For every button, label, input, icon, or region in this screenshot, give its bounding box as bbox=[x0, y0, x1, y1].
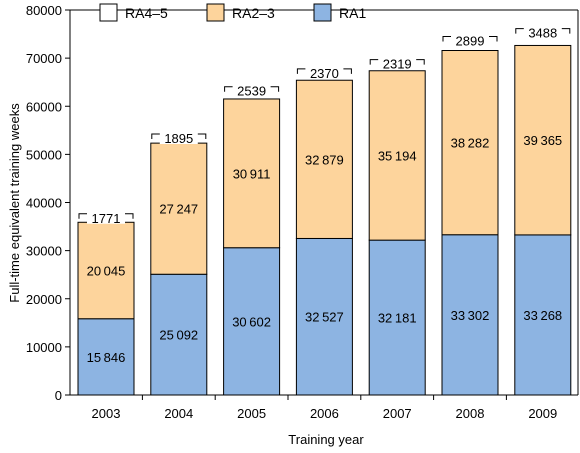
bar-value-label: 30 602 bbox=[232, 314, 271, 329]
bar-value-label: 20 045 bbox=[87, 264, 126, 279]
bar-value-label: 30 911 bbox=[233, 166, 271, 181]
bar-value-label: 35 194 bbox=[378, 148, 417, 163]
bar-segment-RA23-2004 bbox=[150, 142, 208, 275]
bar-value-label: 33 302 bbox=[451, 308, 490, 323]
bar-segment-RA1-2008 bbox=[441, 234, 499, 396]
y-tick-label: 60000 bbox=[26, 99, 62, 114]
y-tick-label: 50000 bbox=[26, 147, 62, 162]
bar-labels-layer: 15 846 20 045 1771 25 092 27 247 1895 30 602 30… bbox=[87, 26, 563, 365]
bar-top-value-label: 1895 bbox=[164, 131, 193, 146]
bar-value-label: 32 181 bbox=[378, 311, 417, 326]
legend-swatch bbox=[99, 3, 118, 22]
x-tick-label: 2006 bbox=[310, 406, 339, 421]
bar-value-label: 15 846 bbox=[87, 350, 126, 365]
x-tick-label: 2005 bbox=[237, 406, 266, 421]
x-axis-label: Training year bbox=[288, 432, 364, 447]
bar-top-value-label: 1771 bbox=[92, 211, 121, 226]
bar-segment-RA23-2008 bbox=[441, 50, 499, 236]
bar-segment-RA23-2003 bbox=[77, 221, 135, 320]
bar-segment-RA23-2005 bbox=[223, 98, 281, 249]
bar-value-label: 25 092 bbox=[159, 328, 198, 343]
y-tick-label: 0 bbox=[55, 388, 62, 403]
top-label-background bbox=[305, 66, 344, 79]
legend-label: RA1 bbox=[339, 5, 366, 21]
top-label-background bbox=[87, 211, 125, 224]
legend-label: RA4–5 bbox=[125, 5, 168, 21]
top-label-background bbox=[523, 26, 562, 39]
bar-segment-RA1-2006 bbox=[295, 237, 353, 396]
y-axis-label: Full-time equivalent training weeks bbox=[7, 103, 22, 303]
x-tick-label: 2004 bbox=[164, 406, 193, 421]
bar-value-label: 27 247 bbox=[159, 202, 198, 217]
bar-segment-RA1-2003 bbox=[77, 318, 135, 396]
bar-segment-RA1-2007 bbox=[368, 239, 426, 396]
x-tick-label: 2003 bbox=[92, 406, 121, 421]
y-tick-label: 20000 bbox=[26, 292, 62, 307]
bar-segment-RA23-2006 bbox=[295, 79, 353, 239]
x-tick-label: 2009 bbox=[528, 406, 557, 421]
bar-value-label: 32 879 bbox=[305, 152, 344, 167]
legend-swatch bbox=[313, 3, 332, 22]
y-tick-label: 80000 bbox=[26, 3, 62, 18]
bar-top-value-label: 3488 bbox=[528, 26, 557, 41]
bar-value-label: 32 527 bbox=[305, 310, 344, 325]
bar-segment-RA1-2009 bbox=[514, 234, 572, 396]
axes-layer: 0 10000 20000 30000 40000 50000 60000 70000 8000… bbox=[26, 3, 579, 421]
bar-segment-RA1-2005 bbox=[223, 247, 281, 396]
legend: RA4–5 RA2–3 RA1 bbox=[99, 3, 366, 22]
bar-value-label: 33 268 bbox=[523, 308, 562, 323]
x-tick-label: 2007 bbox=[383, 406, 412, 421]
legend-label: RA2–3 bbox=[232, 5, 275, 21]
bar-value-label: 39 365 bbox=[523, 133, 562, 148]
bar-top-value-label: 2539 bbox=[237, 84, 266, 99]
y-tick-label: 40000 bbox=[26, 196, 62, 211]
bar-value-label: 38 282 bbox=[451, 136, 490, 151]
bar-segment-RA23-2007 bbox=[368, 70, 426, 241]
y-tick-label: 70000 bbox=[26, 51, 62, 66]
bars-layer bbox=[77, 28, 572, 396]
top-label-background bbox=[451, 34, 489, 47]
top-label-background bbox=[159, 131, 198, 144]
top-label-background bbox=[232, 84, 271, 97]
bar-segment-RA23-2009 bbox=[514, 44, 572, 236]
x-tick-label: 2008 bbox=[456, 406, 485, 421]
top-label-background bbox=[378, 57, 417, 70]
bar-top-value-label: 2370 bbox=[310, 66, 339, 81]
bar-top-value-label: 2899 bbox=[456, 34, 485, 49]
bar-top-value-label: 2319 bbox=[383, 57, 412, 72]
y-tick-label: 10000 bbox=[26, 340, 62, 355]
legend-swatch bbox=[206, 3, 225, 22]
y-tick-label: 30000 bbox=[26, 244, 62, 259]
